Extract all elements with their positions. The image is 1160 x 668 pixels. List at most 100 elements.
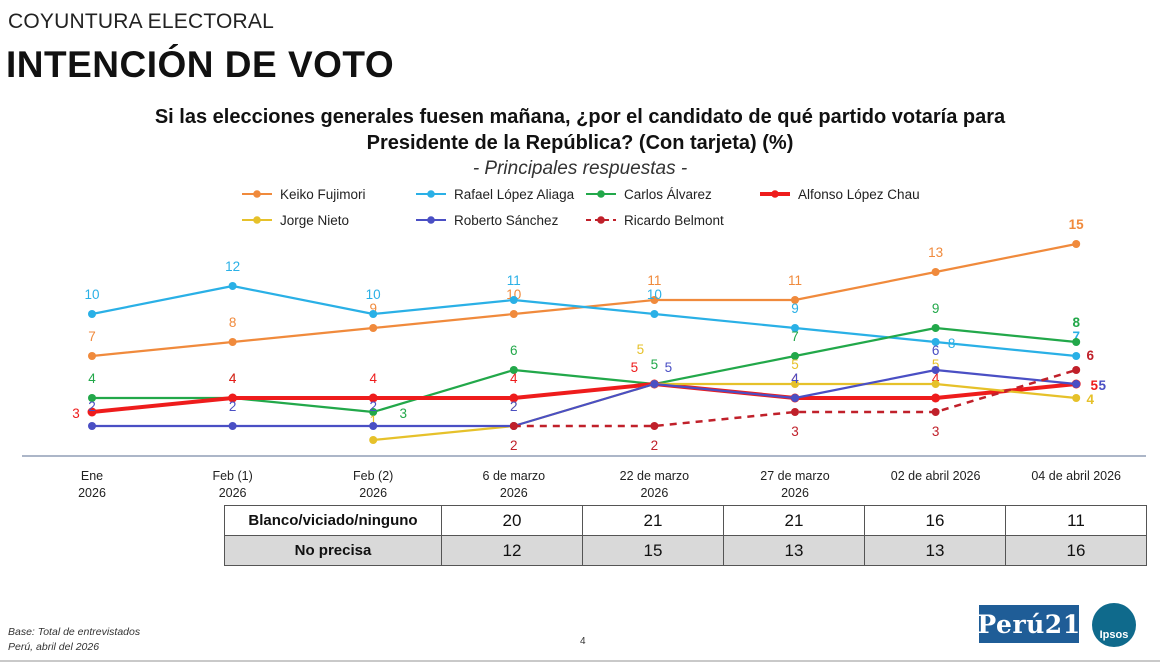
data-label: 4 bbox=[1086, 392, 1094, 407]
data-point bbox=[228, 393, 238, 403]
data-label: 2 bbox=[88, 399, 96, 414]
x-tick-label: 22 de marzo bbox=[620, 469, 690, 483]
data-label: 4 bbox=[369, 371, 377, 386]
data-label: 9 bbox=[932, 301, 940, 316]
data-label: 6 bbox=[1086, 348, 1094, 363]
legend-marker bbox=[597, 190, 605, 198]
data-point bbox=[931, 408, 940, 416]
data-point bbox=[650, 296, 659, 304]
chart-legend: Keiko Fujimori Rafael López Aliaga Carlos … bbox=[242, 187, 920, 228]
data-point bbox=[1072, 380, 1081, 388]
data-point bbox=[931, 380, 940, 388]
x-tick-label: 04 de abril 2026 bbox=[1031, 469, 1121, 483]
data-label: 2 bbox=[510, 399, 518, 414]
data-label: 2 bbox=[369, 399, 377, 414]
data-point bbox=[509, 393, 519, 403]
data-point bbox=[791, 296, 799, 304]
legend-label: Roberto Sánchez bbox=[454, 213, 559, 228]
x-tick-label: 6 de marzo bbox=[483, 469, 546, 483]
series-line bbox=[92, 368, 1077, 428]
table-row: Blanco/viciado/ninguno 20 21 21 16 11 bbox=[224, 505, 1147, 536]
series-line bbox=[92, 326, 1077, 414]
data-point bbox=[931, 324, 940, 332]
footer-note: Base: Total de entrevistados Perú, abril… bbox=[8, 625, 140, 655]
chart-question: Si las elecciones generales fuesen mañan… bbox=[0, 104, 1160, 156]
data-point bbox=[931, 393, 941, 403]
legend-label: Jorge Nieto bbox=[280, 213, 349, 228]
row-label: No precisa bbox=[224, 535, 442, 566]
divider bbox=[0, 660, 1160, 662]
data-point bbox=[931, 366, 940, 374]
legend-marker bbox=[253, 190, 261, 198]
data-point bbox=[369, 422, 378, 430]
series-line bbox=[373, 382, 1077, 442]
data-label: 1 bbox=[369, 413, 377, 428]
data-label: 8 bbox=[229, 315, 237, 330]
x-tick-label: 2026 bbox=[781, 486, 809, 500]
series-group: 34 4 454 4 5 bbox=[72, 360, 1098, 421]
data-label: 2 bbox=[651, 438, 659, 453]
data-label: 10 bbox=[647, 287, 662, 302]
x-tick-label: 02 de abril 2026 bbox=[891, 469, 981, 483]
legend-label: Carlos Álvarez bbox=[624, 187, 712, 202]
data-label: 5 bbox=[932, 357, 940, 372]
data-label: 2 bbox=[510, 438, 518, 453]
data-label: 4 bbox=[791, 371, 799, 386]
legend-marker bbox=[771, 190, 779, 198]
data-point bbox=[791, 352, 799, 360]
data-label: 11 bbox=[788, 273, 802, 288]
data-label: 5 bbox=[791, 357, 799, 372]
x-tick-label: 2026 bbox=[640, 486, 668, 500]
x-tick-label: 27 de marzo bbox=[760, 469, 830, 483]
legend-marker bbox=[253, 216, 261, 224]
cell: 11 bbox=[1005, 505, 1147, 536]
legend-marker bbox=[597, 216, 605, 224]
data-point bbox=[1072, 338, 1081, 346]
data-point bbox=[509, 422, 518, 430]
data-label: 5 bbox=[651, 357, 659, 372]
summary-table: Blanco/viciado/ninguno 20 21 21 16 11 No… bbox=[224, 505, 1147, 566]
data-label: 4 bbox=[229, 371, 237, 386]
data-label: 4 bbox=[229, 371, 237, 386]
page-number: 4 bbox=[580, 636, 586, 647]
data-point bbox=[1072, 394, 1081, 402]
data-point bbox=[791, 408, 799, 416]
data-label: 6 bbox=[510, 343, 518, 358]
series-group: 2 2 3 3 6 bbox=[509, 348, 1094, 453]
data-label: 4 bbox=[510, 371, 518, 386]
data-point bbox=[1072, 366, 1081, 374]
kicker: COYUNTURA ELECTORAL bbox=[8, 10, 274, 33]
data-label: 9 bbox=[369, 301, 377, 316]
data-label: 7 bbox=[1072, 329, 1080, 344]
data-label: 3 bbox=[932, 424, 940, 439]
cell: 21 bbox=[723, 505, 865, 536]
data-point bbox=[228, 338, 237, 346]
data-point bbox=[1072, 240, 1081, 248]
legend-label: Ricardo Belmont bbox=[624, 213, 724, 228]
data-label: 5 bbox=[665, 360, 673, 375]
data-point bbox=[509, 366, 518, 374]
data-label: 8 bbox=[1072, 315, 1080, 330]
chart-subtitle: - Principales respuestas - bbox=[472, 158, 688, 179]
cell: 20 bbox=[441, 505, 583, 536]
cell: 21 bbox=[582, 505, 724, 536]
footer-base: Base: Total de entrevistados bbox=[8, 626, 141, 638]
data-point bbox=[369, 324, 378, 332]
data-label: 11 bbox=[507, 273, 521, 288]
line-chart: Keiko Fujimori Rafael López Aliaga Carlos … bbox=[22, 187, 1146, 500]
data-label: 5 bbox=[637, 342, 645, 357]
legend-label: Rafael López Aliaga bbox=[454, 187, 575, 202]
table-row: No precisa 12 15 13 13 16 bbox=[224, 535, 1147, 566]
cell: 12 bbox=[441, 535, 583, 566]
x-tick-label: 2026 bbox=[219, 486, 247, 500]
data-point bbox=[228, 282, 237, 290]
data-point bbox=[650, 380, 659, 388]
data-point bbox=[931, 338, 940, 346]
data-label: 9 bbox=[791, 301, 799, 316]
data-point bbox=[228, 422, 237, 430]
data-label: 4 bbox=[932, 371, 940, 386]
data-point bbox=[791, 324, 799, 332]
data-label: 11 bbox=[647, 273, 661, 288]
